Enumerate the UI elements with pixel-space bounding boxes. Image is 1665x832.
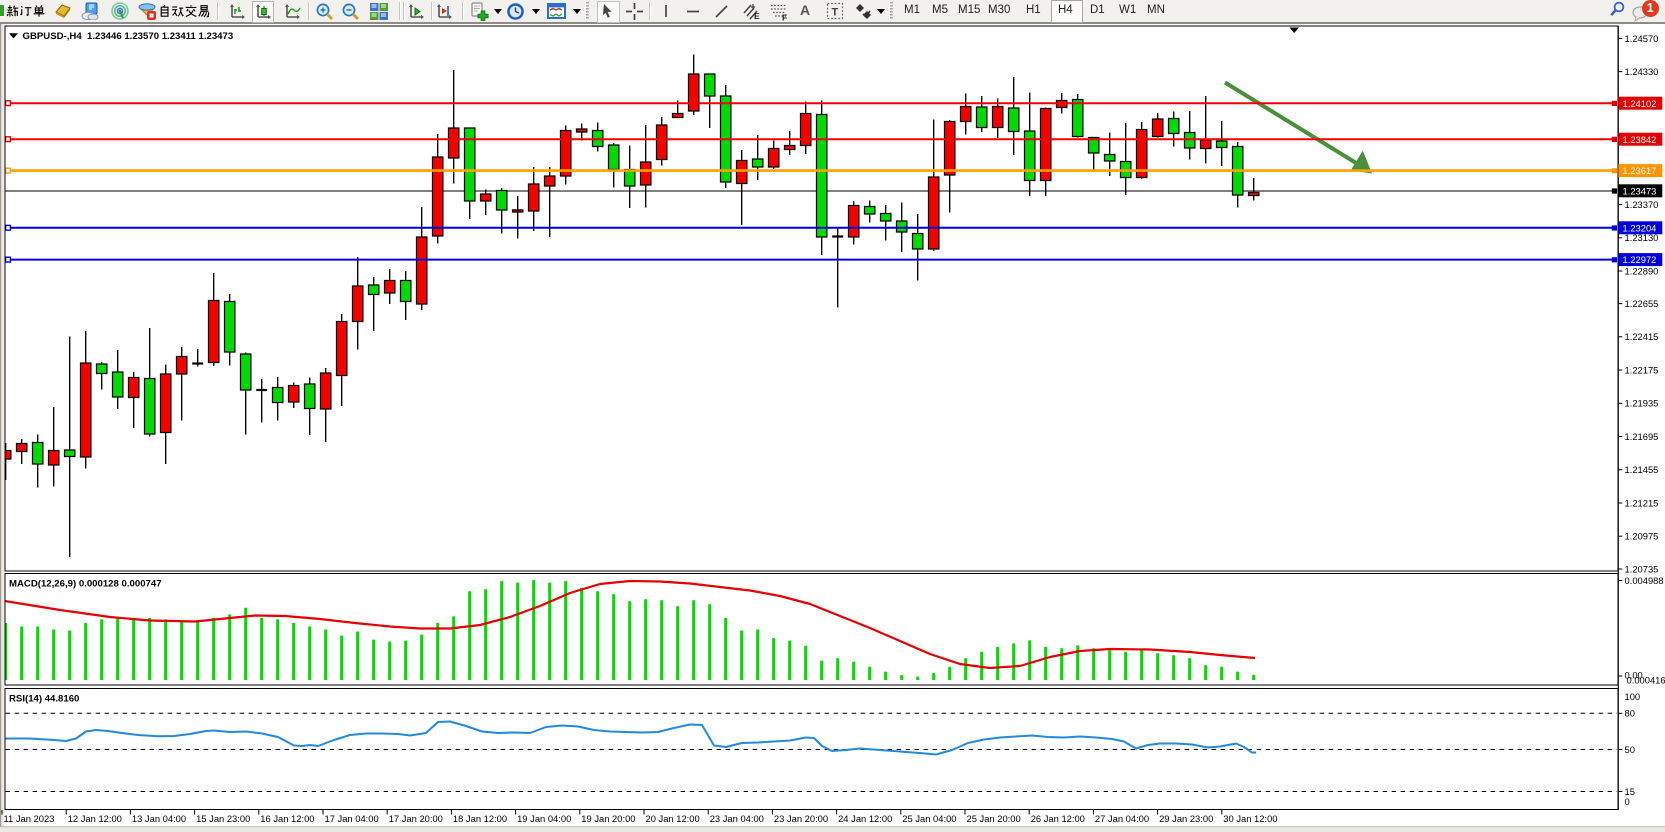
svg-text:29 Jan 23:00: 29 Jan 23:00 <box>1159 813 1213 824</box>
svg-text:0.004988: 0.004988 <box>1625 575 1664 586</box>
svg-text:19 Jan 04:00: 19 Jan 04:00 <box>517 813 571 824</box>
svg-text:24 Jan 12:00: 24 Jan 12:00 <box>838 813 892 824</box>
svg-text:T: T <box>832 7 839 19</box>
svg-text:16 Jan 12:00: 16 Jan 12:00 <box>260 813 314 824</box>
svg-text:30 Jan 12:00: 30 Jan 12:00 <box>1223 813 1277 824</box>
svg-text:1.21215: 1.21215 <box>1625 497 1659 508</box>
svg-text:MACD(12,26,9) 0.000128 0.00074: MACD(12,26,9) 0.000128 0.000747 <box>9 579 162 590</box>
svg-text:25 Jan 04:00: 25 Jan 04:00 <box>902 813 956 824</box>
svg-text:E: E <box>754 11 760 21</box>
svg-text:50: 50 <box>1625 744 1635 755</box>
svg-text:25 Jan 20:00: 25 Jan 20:00 <box>967 813 1021 824</box>
svg-text:F: F <box>782 13 787 22</box>
svg-text:18 Jan 12:00: 18 Jan 12:00 <box>453 813 507 824</box>
svg-text:1.23617: 1.23617 <box>1623 165 1657 176</box>
svg-text:1.24570: 1.24570 <box>1625 33 1659 44</box>
svg-text:GBPUSD-,H4 1.23446 1.23570 1.: GBPUSD-,H4 1.23446 1.23570 1.23411 1.234… <box>23 31 234 42</box>
svg-text:26 Jan 12:00: 26 Jan 12:00 <box>1031 813 1085 824</box>
svg-text:1.22972: 1.22972 <box>1623 254 1657 265</box>
svg-text:1.22415: 1.22415 <box>1625 331 1659 342</box>
svg-text:23 Jan 04:00: 23 Jan 04:00 <box>710 813 764 824</box>
svg-text:1.23370: 1.23370 <box>1625 199 1659 210</box>
svg-text:RSI(14) 44.8160: RSI(14) 44.8160 <box>9 694 79 705</box>
svg-text:1.21935: 1.21935 <box>1625 398 1659 409</box>
svg-text:15: 15 <box>1625 786 1635 797</box>
svg-text:1.22655: 1.22655 <box>1625 298 1659 309</box>
svg-text:1.21455: 1.21455 <box>1625 464 1659 475</box>
svg-text:0.00: 0.00 <box>1625 670 1643 681</box>
svg-text:1.21695: 1.21695 <box>1625 431 1659 442</box>
svg-text:1.24102: 1.24102 <box>1623 98 1657 109</box>
svg-text:23 Jan 20:00: 23 Jan 20:00 <box>774 813 828 824</box>
svg-text:1.23842: 1.23842 <box>1623 134 1657 145</box>
svg-text:1.23130: 1.23130 <box>1625 232 1659 243</box>
svg-text:20 Jan 12:00: 20 Jan 12:00 <box>646 813 700 824</box>
svg-text:1.20975: 1.20975 <box>1625 531 1659 542</box>
svg-text:19 Jan 20:00: 19 Jan 20:00 <box>581 813 635 824</box>
svg-text:11 Jan 2023: 11 Jan 2023 <box>4 813 55 824</box>
svg-text:1.24330: 1.24330 <box>1625 66 1659 77</box>
svg-text:1.22175: 1.22175 <box>1625 364 1659 375</box>
svg-text:15 Jan 23:00: 15 Jan 23:00 <box>196 813 250 824</box>
svg-text:27 Jan 04:00: 27 Jan 04:00 <box>1095 813 1149 824</box>
svg-text:12 Jan 12:00: 12 Jan 12:00 <box>68 813 122 824</box>
svg-text:100: 100 <box>1625 691 1641 702</box>
svg-text:0.000416: 0.000416 <box>1627 675 1665 686</box>
svg-text:17 Jan 20:00: 17 Jan 20:00 <box>389 813 443 824</box>
svg-text:1.23204: 1.23204 <box>1623 222 1657 233</box>
svg-text:1.22890: 1.22890 <box>1625 265 1659 276</box>
svg-text:80: 80 <box>1625 708 1635 719</box>
svg-text:0: 0 <box>1625 796 1630 807</box>
svg-text:13 Jan 04:00: 13 Jan 04:00 <box>132 813 186 824</box>
svg-text:1.23473: 1.23473 <box>1623 185 1657 196</box>
svg-text:1.20735: 1.20735 <box>1625 563 1659 574</box>
svg-text:17 Jan 04:00: 17 Jan 04:00 <box>325 813 379 824</box>
